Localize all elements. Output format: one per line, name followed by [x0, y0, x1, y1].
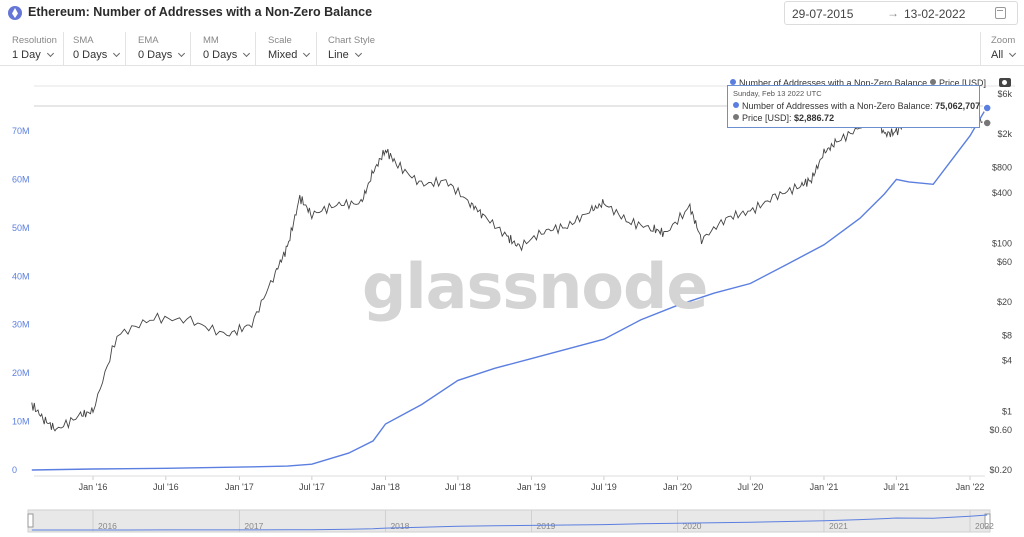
chart-controls: Resolution 1 Day SMA 0 Days EMA 0 Days M… — [0, 32, 1024, 66]
y-right-tick-label: $60 — [997, 257, 1012, 267]
mm-label: MM — [203, 35, 219, 46]
scale-value[interactable]: Mixed — [268, 49, 311, 61]
navigator-year-label: 2016 — [98, 521, 117, 531]
navigator-left-handle[interactable] — [27, 513, 34, 528]
legend-addresses-dot — [730, 79, 736, 85]
x-tick-label: Jan '16 — [79, 482, 108, 492]
x-tick-label: Jul '21 — [884, 482, 910, 492]
x-tick-label: Jul '16 — [153, 482, 179, 492]
chart-style-label: Chart Style — [328, 35, 375, 46]
y-right-tick-label: $100 — [992, 238, 1012, 248]
x-tick-label: Jul '18 — [445, 482, 471, 492]
mm-value[interactable]: 0 Days — [203, 49, 251, 61]
ema-select[interactable]: EMA 0 Days — [138, 32, 191, 65]
y-left-tick-label: 30M — [12, 320, 30, 330]
tooltip-price-row: Price [USD]: $2,886.72 — [733, 113, 834, 123]
navigator-year-label: 2017 — [244, 521, 263, 531]
legend-price[interactable]: Price [USD] — [930, 78, 986, 88]
x-tick-label: Jul '17 — [299, 482, 325, 492]
y-right-tick-label: $0.20 — [989, 465, 1012, 475]
date-to-input[interactable]: 13-02-2022 — [904, 7, 966, 21]
date-from-input[interactable]: 29-07-2015 — [792, 7, 854, 21]
chart-style-select[interactable]: Chart Style Line — [328, 32, 388, 65]
addresses-hover-marker — [982, 103, 992, 113]
mm-select[interactable]: MM 0 Days — [203, 32, 256, 65]
chart-header: Ethereum: Number of Addresses with a Non… — [0, 0, 1024, 28]
x-tick-label: Jan '18 — [371, 482, 400, 492]
chart-tooltip: Sunday, Feb 13 2022 UTC Number of Addres… — [727, 85, 980, 128]
navigator-year-label: 2020 — [683, 521, 702, 531]
y-left-tick-label: 0 — [12, 465, 17, 475]
x-tick-label: Jan '19 — [517, 482, 546, 492]
ema-value[interactable]: 0 Days — [138, 49, 186, 61]
zoom-value[interactable]: All — [991, 49, 1017, 61]
sma-value[interactable]: 0 Days — [73, 49, 121, 61]
date-range-picker[interactable]: 29-07-2015 → 13-02-2022 — [784, 1, 1018, 25]
y-left-tick-label: 60M — [12, 174, 30, 184]
scale-select[interactable]: Scale Mixed — [268, 32, 317, 65]
scale-label: Scale — [268, 35, 292, 46]
navigator-year-label: 2019 — [537, 521, 556, 531]
navigator-right-handle[interactable] — [984, 513, 991, 528]
tooltip-addresses-dot — [733, 102, 739, 108]
x-tick-label: Jul '19 — [591, 482, 617, 492]
chart-title: Ethereum: Number of Addresses with a Non… — [28, 5, 373, 19]
y-right-tick-label: $2k — [997, 129, 1012, 139]
sma-label: SMA — [73, 35, 94, 46]
zoom-label: Zoom — [991, 35, 1016, 46]
y-right-tick-label: $6k — [997, 89, 1012, 99]
navigator-series-line — [31, 514, 988, 531]
resolution-value[interactable]: 1 Day — [12, 49, 54, 61]
tooltip-addresses-row: Number of Addresses with a Non-Zero Bala… — [733, 101, 980, 111]
navigator-year-label: 2021 — [829, 521, 848, 531]
y-left-tick-label: 40M — [12, 271, 30, 281]
y-left-tick-label: 20M — [12, 368, 30, 378]
y-left-tick-label: 10M — [12, 417, 30, 427]
sma-select[interactable]: SMA 0 Days — [73, 32, 126, 65]
y-right-tick-label: $0.60 — [989, 425, 1012, 435]
y-right-tick-label: $8 — [1002, 330, 1012, 340]
resolution-select[interactable]: Resolution 1 Day — [12, 32, 64, 65]
camera-icon[interactable] — [999, 78, 1011, 87]
x-tick-label: Jan '21 — [810, 482, 839, 492]
y-right-tick-label: $20 — [997, 297, 1012, 307]
x-tick-label: Jan '17 — [225, 482, 254, 492]
legend-price-dot — [930, 79, 936, 85]
resolution-label: Resolution — [12, 35, 57, 46]
y-right-tick-label: $4 — [1002, 356, 1012, 366]
calendar-icon[interactable] — [995, 7, 1006, 19]
tooltip-price-dot — [733, 114, 739, 120]
price-series-line — [31, 101, 988, 432]
y-right-tick-label: $400 — [992, 188, 1012, 198]
navigator-year-label: 2018 — [390, 521, 409, 531]
y-right-tick-label: $800 — [992, 162, 1012, 172]
glassnode-watermark: glassnode — [362, 250, 708, 323]
ethereum-icon — [8, 6, 22, 20]
x-tick-label: Jan '22 — [956, 482, 985, 492]
price-hover-marker — [982, 118, 992, 128]
ema-label: EMA — [138, 35, 159, 46]
navigator-year-label: 2022 — [975, 521, 994, 531]
y-left-tick-label: 50M — [12, 223, 30, 233]
addresses-series-line — [31, 106, 988, 471]
y-right-tick-label: $1 — [1002, 406, 1012, 416]
arrow-right-icon: → — [887, 6, 899, 20]
zoom-select[interactable]: Zoom All — [980, 32, 1024, 65]
x-tick-label: Jan '20 — [663, 482, 692, 492]
x-tick-label: Jul '20 — [737, 482, 763, 492]
legend-addresses[interactable]: Number of Addresses with a Non-Zero Bala… — [730, 78, 927, 88]
chart-style-value[interactable]: Line — [328, 49, 362, 61]
tooltip-date: Sunday, Feb 13 2022 UTC — [733, 89, 822, 98]
y-left-tick-label: 70M — [12, 126, 30, 136]
